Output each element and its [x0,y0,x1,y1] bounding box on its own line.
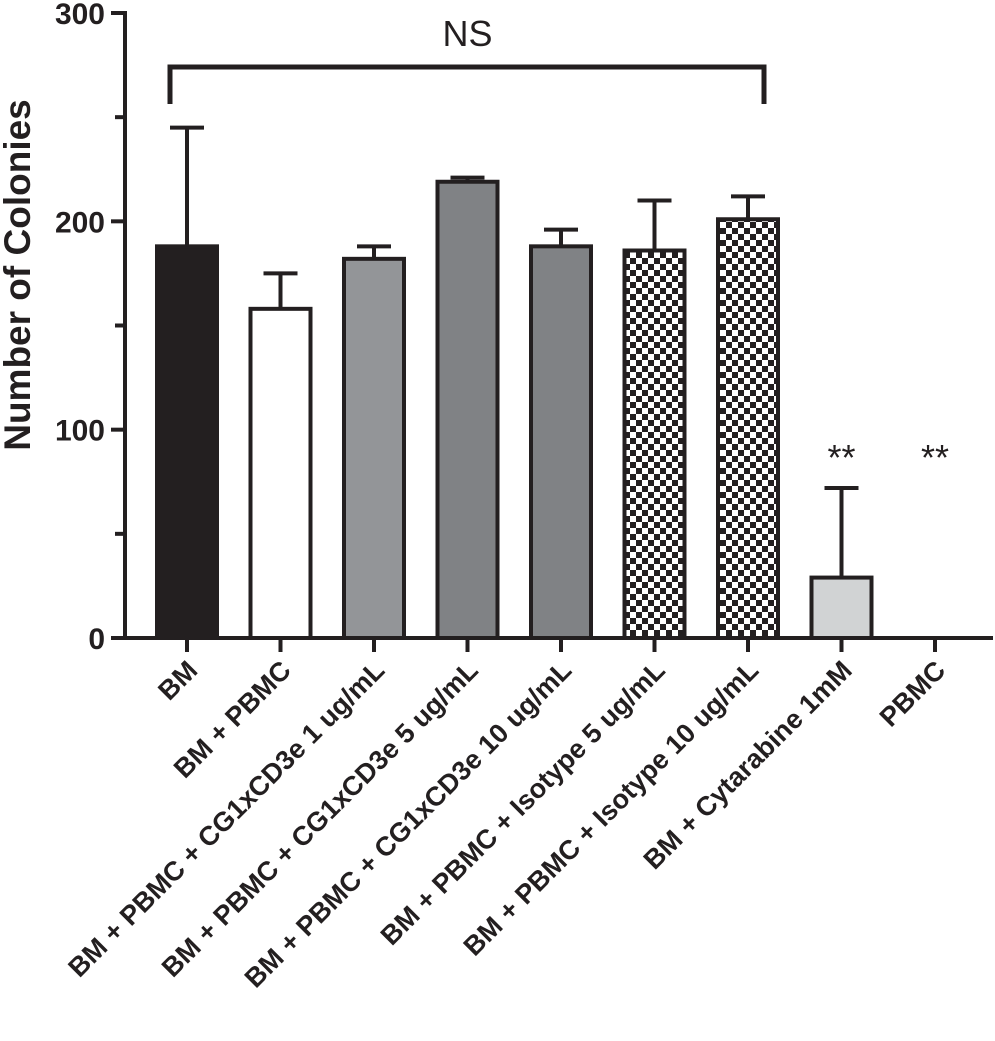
bar [716,217,780,640]
bar [622,248,687,640]
y-tick-label: 200 [55,206,105,239]
y-tick-label: 300 [55,0,105,31]
bar [342,256,406,640]
significance-annotations: NS ** ** [167,13,949,478]
bar [155,244,219,640]
bar [809,575,874,640]
y-axis-ticks: 0 100 200 300 [55,0,125,656]
category-label: BM [152,655,203,706]
ns-bracket [167,64,767,104]
y-axis-title: Number of Colonies [0,99,38,451]
category-label: BM + PBMC + CG1xCD3e 10 ug/mL [239,655,577,993]
y-tick-label: 0 [88,623,105,656]
x-axis-ticks [185,638,937,652]
category-label: PBMC [874,655,951,732]
bar [529,244,593,640]
error-bars [170,125,859,578]
y-tick-label: 100 [55,415,105,448]
bars [155,179,874,640]
significance-stars: ** [827,437,855,478]
significance-stars: ** [921,437,949,478]
bar [435,179,500,640]
ns-label: NS [442,13,492,54]
bar [248,306,313,640]
